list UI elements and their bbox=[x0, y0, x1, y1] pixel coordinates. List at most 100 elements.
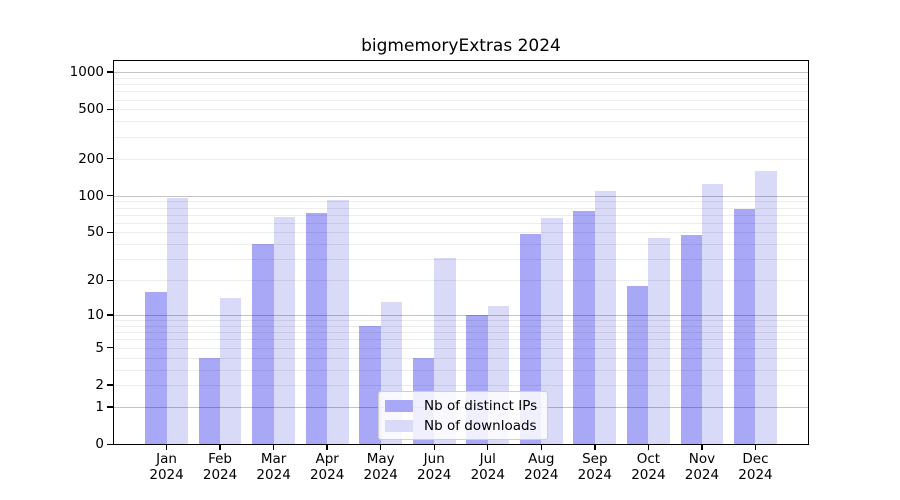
ytick-label-1000: 1000 bbox=[69, 64, 104, 81]
ytick-label-20: 20 bbox=[86, 272, 104, 289]
xtick-label-jun: Jun 2024 bbox=[417, 451, 452, 483]
ytick-label-0: 0 bbox=[95, 436, 104, 453]
ytick-label-50: 50 bbox=[86, 224, 104, 241]
ytick-label-5: 5 bbox=[95, 339, 104, 356]
xtick-label-may: May 2024 bbox=[363, 451, 398, 483]
bar-nb-of-downloads-aug bbox=[541, 217, 563, 445]
legend-swatch-downloads bbox=[385, 419, 413, 432]
ytick-mark-2 bbox=[107, 384, 113, 386]
gridline-minor-50 bbox=[113, 232, 809, 234]
legend-label-distinct-ips: Nb of distinct IPs bbox=[424, 397, 538, 414]
xtick-mark-may bbox=[379, 444, 382, 451]
ytick-mark-10 bbox=[107, 314, 113, 316]
bar-nb-of-downloads-apr bbox=[327, 199, 349, 445]
xtick-mark-mar bbox=[272, 444, 275, 451]
gridline-minor-30 bbox=[113, 259, 809, 261]
gridline-minor-700 bbox=[113, 91, 809, 93]
gridline-minor-300 bbox=[113, 136, 809, 138]
bar-nb-of-downloads-feb bbox=[220, 298, 242, 445]
ytick-label-100: 100 bbox=[78, 187, 104, 204]
bar-nb-of-distinct-ips-nov bbox=[680, 234, 702, 445]
xtick-label-nov: Nov 2024 bbox=[684, 451, 720, 483]
bar-nb-of-distinct-ips-jan bbox=[145, 291, 167, 445]
bar-nb-of-downloads-mar bbox=[273, 216, 296, 445]
gridline-major-100 bbox=[113, 195, 809, 197]
gridline-minor-60 bbox=[113, 222, 809, 224]
bar-nb-of-distinct-ips-apr bbox=[305, 213, 328, 445]
xtick-label-apr: Apr 2024 bbox=[309, 451, 345, 483]
ytick-mark-20 bbox=[107, 279, 113, 281]
xtick-mark-nov bbox=[701, 444, 703, 451]
bar-nb-of-downloads-oct bbox=[648, 238, 670, 445]
bar-nb-of-distinct-ips-dec bbox=[734, 208, 756, 445]
xtick-mark-jan bbox=[165, 444, 168, 451]
bar-nb-of-downloads-jan bbox=[166, 198, 188, 445]
legend: Nb of distinct IPs Nb of downloads bbox=[378, 391, 549, 440]
bar-nb-of-distinct-ips-feb bbox=[198, 357, 221, 445]
gridline-minor-2 bbox=[113, 385, 809, 387]
xtick-mark-dec bbox=[754, 444, 757, 451]
bar-nb-of-distinct-ips-mar bbox=[252, 244, 274, 445]
xtick-label-sep: Sep 2024 bbox=[577, 451, 613, 483]
ytick-label-1: 1 bbox=[95, 398, 104, 415]
legend-item-downloads: Nb of downloads bbox=[385, 417, 537, 434]
xtick-mark-sep bbox=[594, 444, 596, 451]
ytick-label-2: 2 bbox=[95, 377, 104, 394]
gridline-minor-70 bbox=[113, 214, 809, 216]
gridline-minor-4 bbox=[113, 357, 809, 359]
legend-item-distinct-ips: Nb of distinct IPs bbox=[385, 397, 538, 414]
ytick-mark-200 bbox=[107, 157, 113, 160]
ytick-mark-1 bbox=[107, 406, 113, 408]
xtick-mark-aug bbox=[540, 444, 542, 451]
legend-label-downloads: Nb of downloads bbox=[424, 417, 537, 434]
gridline-minor-7 bbox=[113, 332, 809, 334]
ytick-label-10: 10 bbox=[86, 307, 104, 324]
ytick-label-500: 500 bbox=[78, 101, 104, 118]
xtick-mark-feb bbox=[219, 444, 221, 451]
ytick-mark-100 bbox=[107, 194, 113, 197]
bar-nb-of-downloads-dec bbox=[755, 170, 777, 445]
gridline-minor-600 bbox=[113, 99, 809, 101]
xtick-mark-oct bbox=[647, 444, 650, 451]
plot-border bbox=[113, 59, 809, 445]
gridline-minor-40 bbox=[113, 244, 809, 246]
gridline-minor-900 bbox=[113, 77, 809, 79]
gridline-minor-90 bbox=[113, 201, 809, 203]
legend-swatch-distinct-ips bbox=[385, 399, 413, 412]
gridline-minor-500 bbox=[113, 109, 809, 111]
xtick-mark-jun bbox=[433, 444, 435, 451]
ytick-label-200: 200 bbox=[78, 150, 104, 167]
gridline-minor-80 bbox=[113, 207, 809, 209]
gridline-minor-9 bbox=[113, 320, 809, 322]
gridline-minor-8 bbox=[113, 325, 809, 327]
bar-nb-of-downloads-sep bbox=[594, 190, 617, 445]
bar-nb-of-distinct-ips-may bbox=[359, 325, 381, 445]
gridline-minor-6 bbox=[113, 339, 809, 341]
xtick-label-jan: Jan 2024 bbox=[149, 451, 184, 483]
bar-nb-of-distinct-ips-sep bbox=[573, 210, 595, 445]
bar-nb-of-distinct-ips-oct bbox=[626, 285, 649, 445]
xtick-label-oct: Oct 2024 bbox=[631, 451, 666, 483]
bar-nb-of-downloads-nov bbox=[701, 184, 724, 445]
xtick-label-aug: Aug 2024 bbox=[524, 451, 559, 483]
xtick-mark-apr bbox=[326, 444, 328, 451]
ytick-mark-0 bbox=[107, 443, 113, 445]
ytick-mark-5 bbox=[107, 347, 113, 349]
ytick-mark-500 bbox=[107, 108, 113, 111]
xtick-label-dec: Dec 2024 bbox=[738, 451, 773, 483]
gridline-minor-20 bbox=[113, 280, 809, 282]
gridline-minor-3 bbox=[113, 369, 809, 371]
xtick-label-jul: Jul 2024 bbox=[470, 451, 505, 483]
gridline-minor-800 bbox=[113, 84, 809, 86]
ytick-mark-1000 bbox=[107, 71, 113, 73]
gridline-minor-5 bbox=[113, 347, 809, 349]
xtick-label-feb: Feb 2024 bbox=[202, 451, 238, 483]
gridline-minor-200 bbox=[113, 158, 809, 160]
gridline-minor-400 bbox=[113, 121, 809, 123]
chart-title: bigmemoryExtras 2024 bbox=[361, 36, 561, 56]
ytick-mark-50 bbox=[107, 231, 113, 234]
gridline-major-10 bbox=[113, 315, 809, 317]
gridline-major-1000 bbox=[113, 72, 809, 74]
